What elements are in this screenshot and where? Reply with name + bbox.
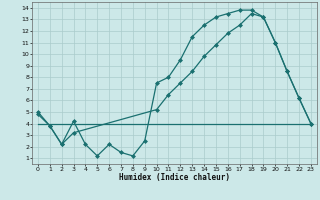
X-axis label: Humidex (Indice chaleur): Humidex (Indice chaleur) <box>119 173 230 182</box>
